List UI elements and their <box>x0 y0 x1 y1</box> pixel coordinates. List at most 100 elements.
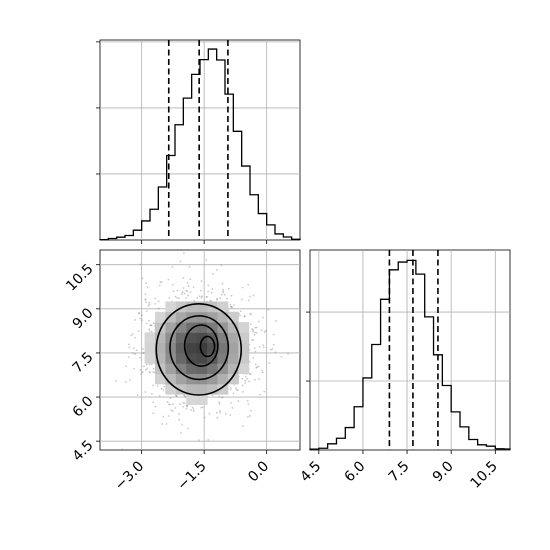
density-cell <box>217 352 229 364</box>
density-cell <box>165 342 177 354</box>
scatter-point <box>128 343 130 346</box>
x-tick-label: −3.0 <box>112 458 147 493</box>
scatter-point <box>133 367 136 370</box>
scatter-point <box>137 330 140 332</box>
scatter-point <box>131 333 134 335</box>
density-cell <box>186 322 198 333</box>
scatter-point <box>254 331 256 334</box>
density-cell <box>165 301 177 313</box>
scatter-point <box>232 304 235 307</box>
scatter-point <box>147 304 150 307</box>
scatter-point <box>231 306 234 309</box>
scatter-point <box>222 290 225 293</box>
density-cell <box>227 373 239 385</box>
density-cell <box>207 383 218 395</box>
scatter-point <box>210 291 213 294</box>
density-cell <box>175 342 187 354</box>
scatter-point <box>158 395 161 397</box>
scatter-point <box>148 371 151 374</box>
density-cell <box>196 363 208 375</box>
density-cell <box>227 311 239 323</box>
scatter-point <box>144 293 147 295</box>
scatter-point <box>134 319 137 321</box>
scatter-point <box>148 319 150 322</box>
scatter-point <box>249 372 252 375</box>
scatter-point <box>264 329 267 332</box>
density-cell <box>175 332 187 344</box>
scatter-point <box>235 388 238 391</box>
scatter-point <box>183 402 186 405</box>
density-cell <box>196 301 208 313</box>
scatter-point <box>263 331 266 333</box>
scatter-point <box>149 324 151 327</box>
x-tick-label: −1.5 <box>174 458 209 493</box>
scatter-point <box>231 407 234 409</box>
scatter-point <box>187 294 189 297</box>
scatter-point <box>138 311 141 314</box>
scatter-point <box>269 348 272 351</box>
scatter-point <box>115 380 117 382</box>
scatter-point <box>142 352 145 354</box>
scatter-point <box>128 379 131 381</box>
y-tick-label: 9.0 <box>70 305 97 332</box>
scatter-point <box>148 328 150 330</box>
scatter-point <box>161 423 163 425</box>
scatter-point <box>186 281 189 284</box>
density-cell <box>227 322 239 333</box>
scatter-point <box>200 289 202 292</box>
density-cell <box>207 352 218 364</box>
scatter-point <box>215 411 218 414</box>
scatter-point <box>152 412 155 415</box>
density-cell <box>165 373 177 385</box>
scatter-point <box>272 343 275 346</box>
density-cell <box>217 373 229 385</box>
x-tick-label: 10.5 <box>468 458 501 491</box>
scatter-point <box>182 405 185 408</box>
scatter-point <box>141 277 144 280</box>
scatter-point <box>229 304 232 306</box>
scatter-point <box>192 410 195 413</box>
grid <box>100 40 300 240</box>
scatter-point <box>224 412 227 415</box>
scatter-point <box>174 295 177 298</box>
density-cell <box>165 363 177 375</box>
histogram-step <box>309 259 511 450</box>
scatter-point <box>176 395 178 398</box>
scatter-point <box>249 312 252 315</box>
density-cell <box>238 332 250 344</box>
scatter-point <box>137 312 140 315</box>
density-cell <box>144 352 156 364</box>
density-cell <box>186 394 198 405</box>
scatter-point <box>152 322 155 325</box>
scatter-point <box>227 287 230 290</box>
density-cell <box>186 342 198 354</box>
density-cell <box>207 363 218 375</box>
density-cell <box>196 332 208 344</box>
scatter-point <box>168 403 170 406</box>
scatter-point <box>144 368 147 371</box>
scatter-point <box>152 367 155 370</box>
scatter-point <box>140 373 143 375</box>
scatter-point <box>241 286 244 289</box>
scatter-point <box>250 409 252 412</box>
scatter-point <box>183 252 185 255</box>
scatter-point <box>179 260 182 263</box>
scatter-point <box>252 357 255 359</box>
density-cell <box>227 332 239 344</box>
scatter-point <box>230 294 233 297</box>
scatter-point <box>246 399 249 402</box>
scatter-point <box>211 394 214 397</box>
scatter-point <box>185 407 188 410</box>
scatter-point <box>172 403 174 406</box>
scatter-point <box>198 295 201 298</box>
scatter-point <box>216 299 218 301</box>
scatter-point <box>201 406 204 409</box>
contour-line <box>183 324 219 367</box>
scatter-point <box>258 346 261 348</box>
density-cell <box>155 311 166 323</box>
scatter-point <box>244 375 247 378</box>
scatter-point <box>262 346 265 349</box>
scatter-point <box>250 323 252 326</box>
density-cell <box>175 373 187 385</box>
